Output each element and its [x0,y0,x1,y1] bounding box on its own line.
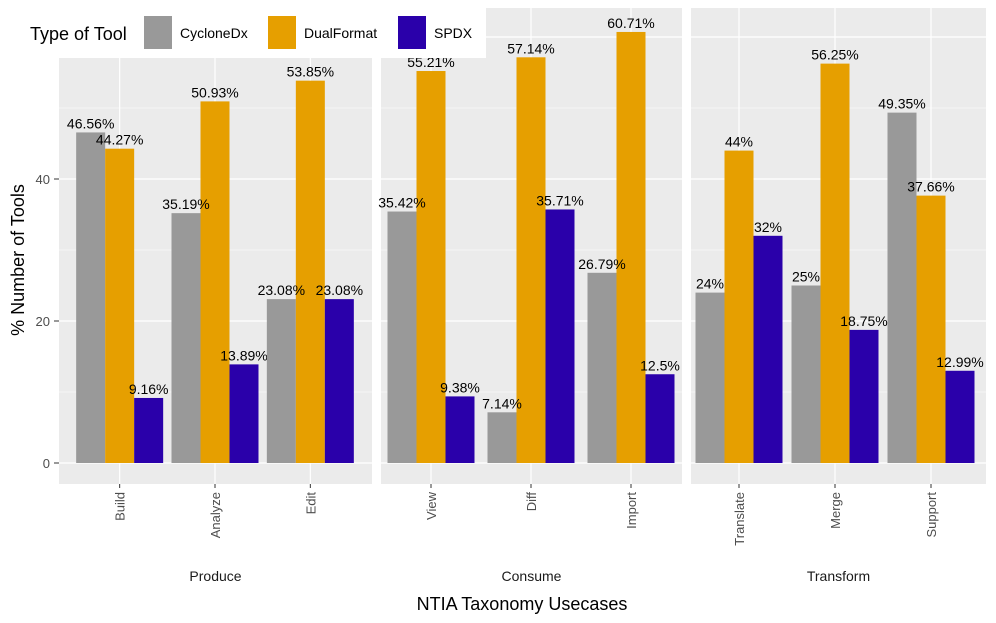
data-label: 25% [792,269,820,285]
data-label: 32% [754,219,782,235]
bar [887,112,917,464]
data-label: 50.93% [191,84,238,100]
data-label: 12.5% [640,357,680,373]
data-label: 53.85% [287,64,334,80]
bar [487,412,517,463]
bar [587,272,617,463]
bar [416,71,446,463]
x-tick-label: Import [624,492,639,529]
bar [200,101,230,463]
y-tick-label: 0 [43,456,50,471]
group-label: Produce [189,568,241,584]
legend-label: SPDX [434,25,473,41]
data-label: 60.71% [607,15,654,31]
bar [645,374,675,463]
bar [616,31,646,464]
legend: Type of Tool CycloneDx DualFormat SPDX [0,8,486,58]
bar [266,299,296,463]
x-tick-label: View [424,491,439,520]
bar [229,364,259,463]
bar [916,195,946,463]
data-label: 12.99% [936,354,983,370]
legend-title: Type of Tool [30,24,127,44]
data-label: 55.21% [407,54,454,70]
data-label: 35.19% [162,196,209,212]
data-label: 44.27% [96,132,143,148]
group-label: Transform [807,568,870,584]
bar [105,148,135,464]
data-label: 35.42% [378,195,425,211]
data-label: 18.75% [840,313,887,329]
x-axis-title: NTIA Taxonomy Usecases [417,594,628,614]
bar [516,57,546,463]
bar [849,329,879,463]
data-label: 35.71% [536,192,583,208]
data-label: 9.16% [129,381,169,397]
data-label: 26.79% [578,256,625,272]
bars: 46.56%44.27% 9.16% 35.19% 50.93% 13.89% 23.08… [67,15,984,464]
data-label: 23.08% [316,282,363,298]
bar [387,211,417,463]
x-tick-label: Merge [828,492,843,529]
x-tick-label: Edit [303,492,318,515]
y-axis: 0 20 40 [36,172,59,471]
legend-key [268,16,296,49]
data-label: 56.25% [811,47,858,63]
legend-label: CycloneDx [180,25,248,41]
bar [171,213,201,463]
data-label: 46.56% [67,115,114,131]
x-tick-label: Translate [732,492,747,546]
bar [695,292,725,463]
bar [134,397,164,463]
x-tick-label: Build [113,492,128,521]
data-label: 13.89% [220,347,267,363]
x-tick-label: Diff [524,492,539,512]
data-label: 37.66% [907,179,954,195]
data-label: 44% [725,134,753,150]
bar [753,235,783,463]
data-label: 49.35% [878,96,925,112]
group-label: Consume [502,568,562,584]
y-tick-label: 40 [36,172,50,187]
x-tick-label: Analyze [208,492,223,538]
data-label: 24% [696,276,724,292]
legend-label: DualFormat [304,25,377,41]
x-axis: Build Analyze Edit Produce View Diff Import Con… [113,484,939,584]
bar [724,150,754,463]
bar [324,299,354,463]
bar [945,370,975,463]
bar [445,396,475,463]
bar [295,80,325,463]
y-axis-title: % Number of Tools [8,184,28,336]
data-label: 7.14% [482,395,522,411]
data-label: 23.08% [258,282,305,298]
bar [76,132,106,463]
y-tick-label: 20 [36,314,50,329]
legend-key [398,16,426,49]
bar [545,209,575,463]
data-label: 9.38% [440,379,480,395]
legend-key [144,16,172,49]
data-label: 57.14% [507,40,554,56]
bar [820,63,850,463]
x-tick-label: Support [924,492,939,538]
bar [791,285,821,463]
